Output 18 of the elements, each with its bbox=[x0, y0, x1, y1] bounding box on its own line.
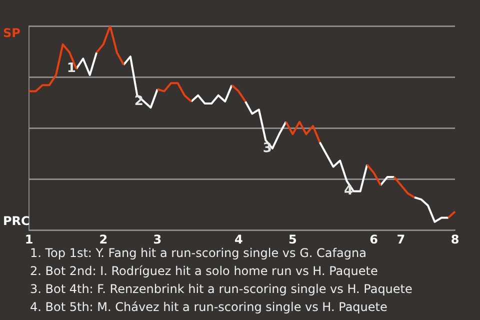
annotation: PRC bbox=[3, 214, 30, 228]
x-tick-label: 1 bbox=[24, 232, 34, 246]
text: SP bbox=[3, 26, 21, 40]
x-tick-label: 7 bbox=[396, 232, 406, 246]
text: 3. Bot 4th: F. Renzenbrink hit a run-scoring single vs H. Paquete bbox=[30, 281, 412, 298]
annotation: 1 bbox=[66, 61, 76, 76]
annotation: 3 bbox=[262, 140, 272, 156]
x-tick-label: 3 bbox=[153, 232, 162, 246]
text: 2. Bot 2nd: I. Rodríguez hit a solo home run vs H. Paquete bbox=[30, 263, 379, 280]
x-tick-label: 8 bbox=[450, 232, 460, 246]
text: 1. Top 1st: Y. Fang hit a run-scoring single vs G. Cafagna bbox=[30, 246, 366, 260]
x-tick-label: 2 bbox=[99, 232, 108, 246]
x-tick-label: 6 bbox=[370, 232, 378, 246]
x-tick-label: 5 bbox=[288, 232, 297, 246]
x-tick-label: 4 bbox=[234, 232, 243, 246]
annotation: 4 bbox=[344, 184, 354, 199]
annotation: 2 bbox=[134, 94, 144, 109]
text: 4. Bot 5th: M. Chávez hit a run-scoring single vs H. Paquete bbox=[30, 299, 388, 316]
